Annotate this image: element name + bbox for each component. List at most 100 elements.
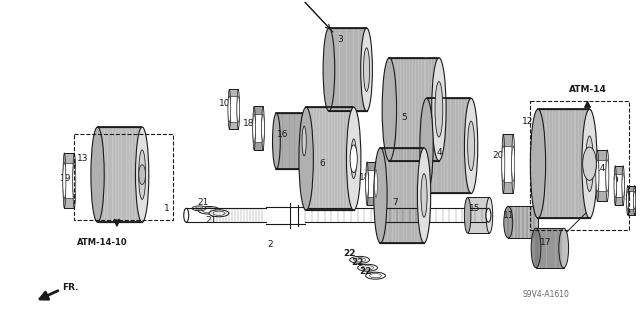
Ellipse shape xyxy=(63,153,66,208)
Text: 5: 5 xyxy=(401,113,407,122)
Ellipse shape xyxy=(365,162,369,205)
Text: 22: 22 xyxy=(359,267,372,276)
FancyBboxPatch shape xyxy=(426,98,471,193)
Ellipse shape xyxy=(614,174,616,197)
Bar xyxy=(536,228,564,268)
Bar xyxy=(503,146,513,182)
Ellipse shape xyxy=(184,208,189,222)
Ellipse shape xyxy=(374,162,378,205)
Ellipse shape xyxy=(354,258,365,262)
Ellipse shape xyxy=(350,145,357,173)
Ellipse shape xyxy=(300,113,308,169)
Ellipse shape xyxy=(346,107,361,210)
FancyBboxPatch shape xyxy=(306,107,354,210)
Ellipse shape xyxy=(531,228,541,268)
Bar xyxy=(615,166,623,205)
Ellipse shape xyxy=(63,163,66,198)
Text: 19: 19 xyxy=(60,174,71,183)
Ellipse shape xyxy=(582,147,596,180)
Bar xyxy=(367,170,376,197)
Ellipse shape xyxy=(365,170,369,197)
Text: 1: 1 xyxy=(164,204,170,213)
Ellipse shape xyxy=(465,197,471,233)
FancyBboxPatch shape xyxy=(329,28,367,111)
Text: 22: 22 xyxy=(351,258,364,267)
Bar xyxy=(503,134,513,193)
Bar xyxy=(597,150,607,201)
Text: 22: 22 xyxy=(344,249,356,258)
Ellipse shape xyxy=(362,266,374,270)
Bar xyxy=(254,114,263,142)
Ellipse shape xyxy=(195,207,203,210)
Text: 8: 8 xyxy=(624,194,630,203)
FancyBboxPatch shape xyxy=(538,109,589,218)
Text: 20: 20 xyxy=(493,151,504,160)
Ellipse shape xyxy=(417,148,431,243)
Text: 6: 6 xyxy=(319,159,325,168)
Ellipse shape xyxy=(512,146,515,182)
Ellipse shape xyxy=(502,146,505,182)
Ellipse shape xyxy=(421,174,427,217)
Ellipse shape xyxy=(512,134,515,193)
Ellipse shape xyxy=(198,206,220,214)
Bar xyxy=(615,174,623,197)
Ellipse shape xyxy=(382,58,397,161)
Text: 18: 18 xyxy=(359,173,371,182)
Ellipse shape xyxy=(596,150,599,201)
Ellipse shape xyxy=(73,163,76,198)
Text: 16: 16 xyxy=(276,130,288,138)
Ellipse shape xyxy=(531,109,546,218)
Ellipse shape xyxy=(139,165,145,185)
Ellipse shape xyxy=(253,114,255,142)
FancyBboxPatch shape xyxy=(97,127,142,222)
Text: 9: 9 xyxy=(612,176,618,185)
Ellipse shape xyxy=(420,98,433,193)
FancyBboxPatch shape xyxy=(389,58,439,161)
Text: 21: 21 xyxy=(205,216,217,225)
FancyBboxPatch shape xyxy=(276,113,304,169)
Ellipse shape xyxy=(582,109,597,218)
Ellipse shape xyxy=(465,98,477,193)
Ellipse shape xyxy=(262,114,264,142)
Ellipse shape xyxy=(302,126,306,156)
Bar xyxy=(229,96,238,122)
Text: 12: 12 xyxy=(522,117,534,126)
Ellipse shape xyxy=(365,272,385,279)
Ellipse shape xyxy=(228,89,230,129)
Ellipse shape xyxy=(432,58,446,161)
Ellipse shape xyxy=(586,136,593,191)
Text: ATM-14: ATM-14 xyxy=(568,85,607,94)
Bar xyxy=(628,191,635,209)
Text: 3: 3 xyxy=(337,35,342,44)
Ellipse shape xyxy=(299,107,314,210)
Ellipse shape xyxy=(634,186,636,215)
Text: 11: 11 xyxy=(502,211,514,220)
Ellipse shape xyxy=(627,186,628,215)
Bar xyxy=(254,106,263,150)
Bar xyxy=(65,163,74,198)
Text: ATM-14-10: ATM-14-10 xyxy=(77,238,127,247)
Ellipse shape xyxy=(622,174,625,197)
Ellipse shape xyxy=(209,210,229,217)
Ellipse shape xyxy=(559,228,568,268)
Text: 15: 15 xyxy=(469,204,480,213)
Ellipse shape xyxy=(361,28,372,111)
Ellipse shape xyxy=(627,191,628,209)
Ellipse shape xyxy=(73,153,76,208)
Text: S9V4-A1610: S9V4-A1610 xyxy=(522,290,570,299)
Ellipse shape xyxy=(253,106,255,150)
Ellipse shape xyxy=(262,106,264,150)
Text: 13: 13 xyxy=(76,154,88,163)
Ellipse shape xyxy=(374,148,387,243)
Text: 2: 2 xyxy=(268,241,273,249)
Ellipse shape xyxy=(502,134,505,193)
Bar xyxy=(597,160,607,191)
Ellipse shape xyxy=(364,48,370,92)
Ellipse shape xyxy=(237,89,239,129)
Ellipse shape xyxy=(351,139,356,179)
Ellipse shape xyxy=(136,127,149,222)
Ellipse shape xyxy=(374,170,378,197)
Ellipse shape xyxy=(596,160,599,191)
Ellipse shape xyxy=(634,191,636,209)
Ellipse shape xyxy=(486,197,493,233)
